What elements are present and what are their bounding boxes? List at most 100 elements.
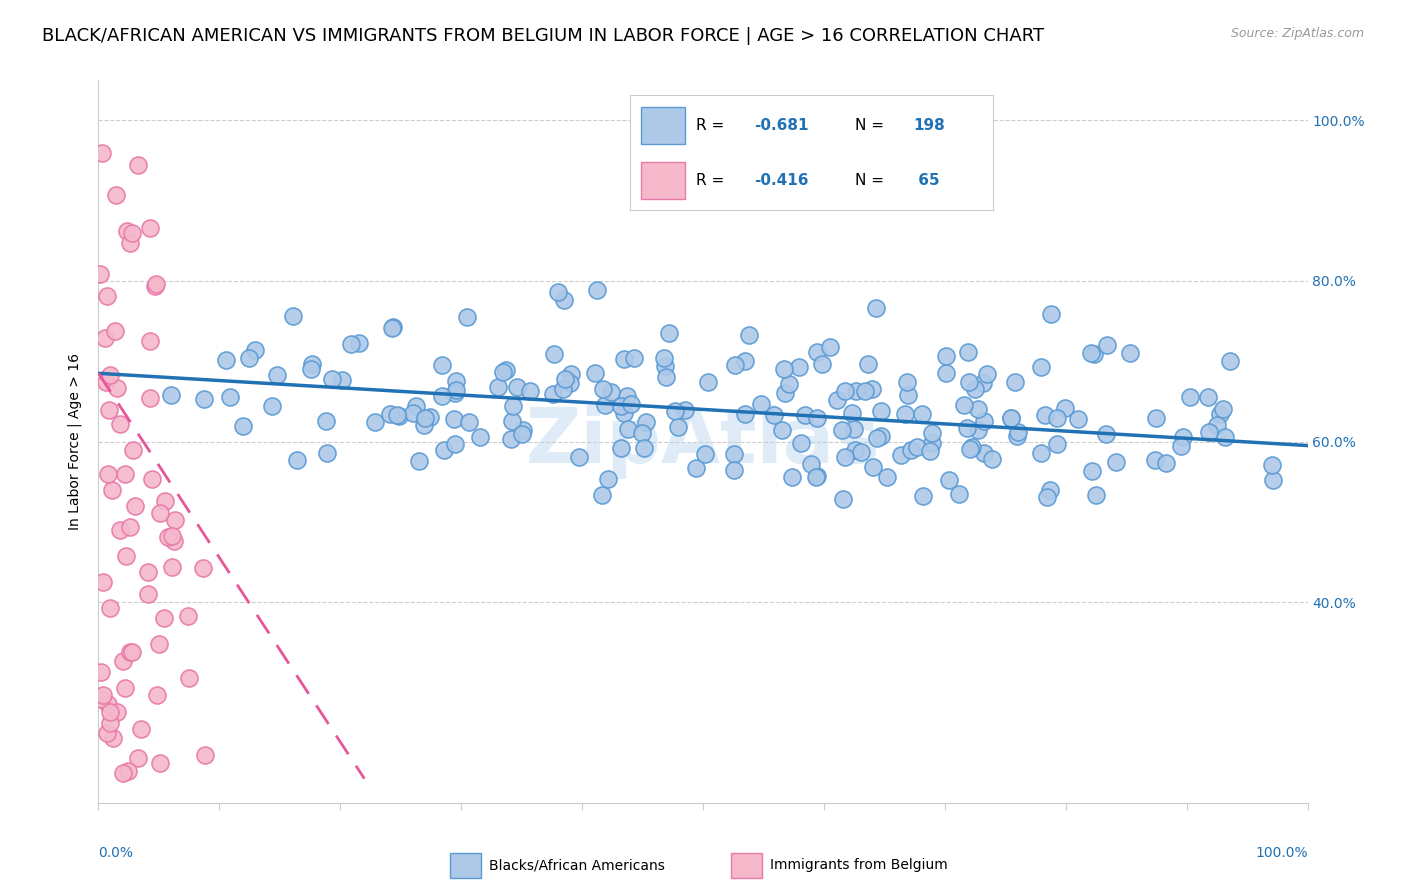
Point [778,377,800,392]
Point [780,470,803,484]
Point [1033,409,1056,423]
Point [853,384,876,399]
Point [1007,425,1029,440]
Point [512,423,534,437]
Point [432,358,454,372]
Point [772,361,794,376]
Point [97,467,120,482]
Point [869,429,891,443]
Point [145,277,167,292]
Point [108,417,131,431]
Point [610,441,633,455]
Text: Immigrants from Belgium: Immigrants from Belgium [770,858,948,872]
Point [98,402,121,417]
Point [762,408,785,422]
Point [793,408,815,422]
Point [963,382,986,396]
Point [104,324,127,338]
Point [1036,490,1059,504]
Point [111,654,134,668]
Point [1173,430,1195,444]
Point [443,412,465,426]
Point [1143,452,1166,467]
Point [1005,429,1028,443]
Point [806,345,828,359]
Point [894,407,917,421]
Point [260,400,283,414]
Point [658,326,681,340]
Point [105,705,128,719]
Point [299,362,322,376]
Point [636,415,658,429]
Point [1261,473,1284,487]
Point [121,226,143,240]
Point [194,747,217,762]
Point [610,399,633,413]
Point [321,372,343,386]
Point [1178,390,1201,404]
Point [543,347,565,361]
Point [1154,456,1177,470]
Point [976,367,998,381]
Point [98,706,121,720]
Point [918,444,941,458]
Point [921,425,943,440]
Point [510,426,533,441]
Point [381,321,404,335]
Point [129,722,152,736]
Point [148,637,170,651]
Point [136,587,159,601]
Point [413,411,436,425]
Point [633,441,655,455]
Point [91,574,114,589]
Point [948,487,970,501]
Point [117,764,139,779]
Point [495,363,517,377]
Point [505,380,527,394]
Point [956,421,979,435]
Point [94,375,117,389]
Point [723,447,745,461]
Point [1004,375,1026,389]
Point [139,391,162,405]
Point [664,404,686,418]
Point [911,489,934,503]
Point [468,430,491,444]
Point [139,334,162,349]
Point [827,392,849,407]
Point [1213,430,1236,444]
Point [177,609,200,624]
Point [160,559,183,574]
Point [90,145,112,160]
Point [972,376,994,390]
Point [114,681,136,696]
Point [1094,427,1116,442]
Point [617,422,640,436]
Point [841,406,863,420]
Point [160,529,183,543]
Point [96,725,118,739]
Point [938,474,960,488]
Point [897,388,920,402]
Point [103,731,125,745]
Point [960,440,983,454]
Point [444,384,467,398]
Point [737,327,759,342]
Point [127,158,149,172]
Point [1219,354,1241,368]
Point [568,450,591,465]
Point [193,392,215,406]
Point [107,381,129,395]
Point [806,468,828,483]
Point [921,435,943,450]
Point [696,376,718,390]
Point [900,442,922,457]
Point [905,440,928,454]
Point [631,426,654,441]
Point [108,523,131,537]
Point [655,370,678,384]
Point [849,445,872,459]
Point [219,390,242,404]
Point [519,384,541,398]
Point [432,389,454,403]
